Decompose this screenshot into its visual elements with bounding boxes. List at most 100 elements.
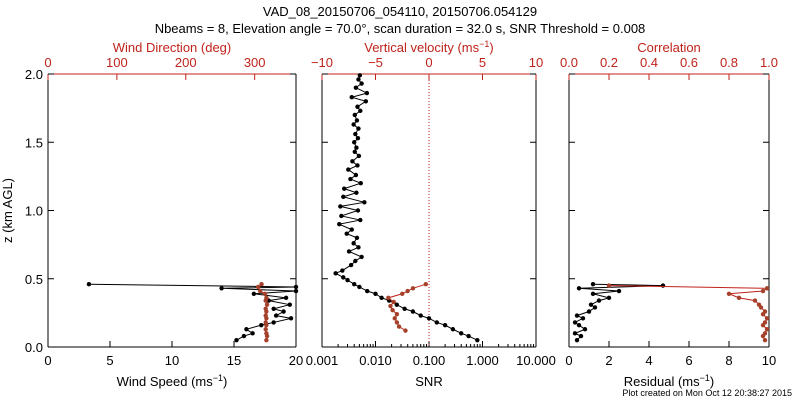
panel-wind-series-1-point <box>264 331 269 336</box>
panel-wind-xtick-label: 20 <box>289 353 303 368</box>
panel-wind-top-tick-label: 300 <box>244 55 266 70</box>
panel-residual-series-0-point <box>588 302 594 307</box>
panel-wind-series-1-point <box>264 302 270 307</box>
panel-snr-series-0-point <box>348 262 354 268</box>
panel-wind-series-0-point <box>271 306 276 311</box>
panel-snr-series-0-point <box>350 159 355 164</box>
panel-wind-top-tick-label: 100 <box>106 55 128 70</box>
panel-residual-series-1-point <box>760 288 766 294</box>
panel-snr-series-0-point <box>357 284 362 290</box>
panel-residual-series-0-point <box>660 283 666 288</box>
panel-snr-series-0-point <box>351 241 356 246</box>
panel-snr-series-0-point <box>364 90 370 96</box>
panel-residual-series-0-point <box>616 288 622 294</box>
panel-snr-xlabel: SNR <box>415 374 442 389</box>
panel-residual-series-0-point <box>590 282 596 287</box>
panel-wind-series-1-point <box>264 295 269 301</box>
panel-wind-ytick-label: 0.0 <box>25 340 43 355</box>
panel-snr-series-1-point <box>403 328 408 333</box>
figure-title-line-1: VAD_08_20150706_054110, 20150706.054129 <box>263 4 537 19</box>
panel-residual-series-1-point <box>736 295 742 301</box>
panel-snr-series-0-point <box>341 275 346 280</box>
panel-wind-ytick-label: 2.0 <box>25 67 43 82</box>
panel-residual-series-0-point <box>576 322 582 328</box>
panel-snr-series-0-point <box>357 73 363 78</box>
panel-residual-xlabel-exponent: −1 <box>700 373 710 383</box>
panel-snr-series-0-point <box>356 126 361 131</box>
panel-snr-series-0-point <box>434 320 440 325</box>
figure-title-line-2: Nbeams = 8, Elevation angle = 70.0°, sca… <box>155 21 646 36</box>
panel-residual-top-tick-label: 0.0 <box>560 55 578 70</box>
panel-snr-series-0-point <box>354 190 359 195</box>
panel-snr-series-0-point <box>359 254 364 260</box>
panel-snr-series-0-point <box>353 172 359 178</box>
panel-snr-series-0-point <box>351 122 356 127</box>
panel-snr-series-0-point <box>379 295 384 301</box>
panel-snr-series-0-point <box>354 145 359 150</box>
panel-snr-series-0-point <box>394 302 399 307</box>
panel-wind-series-0-point <box>288 316 294 321</box>
panel-snr-series-0-point <box>352 140 357 145</box>
panel-snr-series-0-point <box>341 194 346 200</box>
panel-wind-series-0-point <box>293 284 299 290</box>
panel-wind-top-label: Wind Direction (deg) <box>113 40 232 55</box>
panel-wind-series-1-point <box>263 313 268 318</box>
panel-snr-series-0-point <box>356 77 361 82</box>
panel-wind-xtick-label: 0 <box>44 353 51 368</box>
panel-wind-series-1-point <box>255 284 261 290</box>
panel-snr-series-1-point <box>386 295 391 301</box>
panel-snr-series-0-point <box>349 95 354 100</box>
panel-residual-series-1-line <box>608 285 769 341</box>
panel-residual-series-1-point <box>762 331 768 336</box>
panel-wind-series-0-point <box>283 295 289 301</box>
panel-wind-series-1-point <box>264 337 269 343</box>
panel-residual-top-tick-label: 0.8 <box>720 55 738 70</box>
panel-snr-xtick-label: 10.000 <box>516 353 556 368</box>
panel-wind-series-0-point <box>251 291 257 296</box>
panel-wind-series-0-point <box>273 313 279 318</box>
panel-residual-xlabel-suffix: ) <box>710 374 714 389</box>
panel-residual-xtick-label: 0 <box>565 353 572 368</box>
panel-snr-series-1-point <box>394 320 400 325</box>
panel-residual-top-label: Correlation <box>637 40 701 55</box>
panel-residual-top-tick-label: 0.2 <box>600 55 618 70</box>
panel-snr-series-0-point <box>358 181 363 186</box>
panel-wind-series-0-point <box>244 327 249 332</box>
panel-wind-ylabel: z (km AGL) <box>0 178 15 243</box>
panel-snr-series-1-point <box>396 324 402 329</box>
panel-residual-series-0-point <box>576 286 582 291</box>
panel-snr-xtick-label: 0.001 <box>306 353 339 368</box>
panel-residual-series-0-point <box>574 337 580 343</box>
panel-snr-series-0-point <box>359 81 364 86</box>
panel-wind-series-0-point <box>287 302 292 307</box>
panel-residual-series-1-point <box>726 291 732 296</box>
panel-wind-xlabel-exponent: −1 <box>213 373 223 383</box>
panel-wind-series-1-point <box>263 306 268 311</box>
plot-created-footer: Plot created on Mon Oct 12 20:38:27 2015 <box>622 388 792 398</box>
panel-residual-series-0-point <box>606 295 612 301</box>
panel-residual-series-1-point <box>756 302 762 307</box>
panel-snr-series-0-point <box>340 268 345 273</box>
panel-residual-series-1-point <box>606 283 612 288</box>
panel-snr-series-0-point <box>352 112 357 118</box>
panel-snr-series-0-point <box>373 291 378 296</box>
panel-snr-top-label-exponent: −1 <box>479 39 489 49</box>
panel-wind-series-1-point <box>259 282 264 287</box>
panel-residual-series-0-point <box>578 333 584 339</box>
panel-residual-xtick-label: 6 <box>685 353 692 368</box>
panel-snr-series-0-point <box>354 235 360 240</box>
panel-residual-series-1-point <box>762 320 768 325</box>
panel-snr-series-0-point <box>410 309 416 314</box>
panel-wind-xlabel-suffix: ) <box>223 374 227 389</box>
panel-residual-xlabel: Residual (ms−1) <box>624 373 714 389</box>
panel-wind-xtick-label: 10 <box>165 353 179 368</box>
panel-snr-top-label-suffix: ) <box>489 40 493 55</box>
panel-snr-series-1-point <box>400 291 405 296</box>
panel-snr-series-0-point <box>365 288 370 294</box>
panel-snr-top-tick-label: 10 <box>529 55 543 70</box>
panel-wind-ytick-label: 1.5 <box>25 135 43 150</box>
panel-wind-ytick-label: 1.0 <box>25 204 43 219</box>
panel-snr-top-tick-label: 5 <box>479 55 486 70</box>
panel-snr-series-0-point <box>349 227 354 232</box>
